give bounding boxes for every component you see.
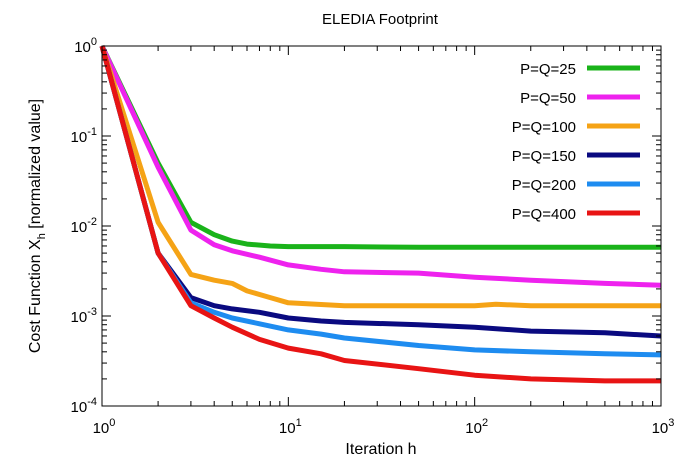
y-tick-label-2: 10-2 bbox=[71, 216, 97, 236]
ticks-layer: 100 101 102 103 100 10-1 10-2 10-3 10-4 bbox=[71, 36, 675, 437]
series-line-3 bbox=[99, 45, 661, 309]
x-tick-label-3: 103 bbox=[652, 417, 675, 437]
series-line-4 bbox=[99, 45, 662, 339]
series-line-1 bbox=[99, 44, 661, 250]
legend-label-3: P=Q=100 bbox=[512, 119, 576, 136]
legend-label-1: P=Q=25 bbox=[520, 61, 576, 78]
x-tick-label-1: 101 bbox=[279, 417, 302, 437]
chart-title: ELEDIA Footprint bbox=[322, 11, 439, 28]
series-line-5 bbox=[99, 45, 662, 358]
legend-label-2: P=Q=50 bbox=[520, 90, 576, 107]
x-tick-label-2: 102 bbox=[465, 417, 488, 437]
x-tick-label-0: 100 bbox=[93, 417, 116, 437]
legend-label-5: P=Q=200 bbox=[512, 177, 576, 194]
legend-label-6: P=Q=400 bbox=[512, 206, 576, 223]
series-line-6 bbox=[99, 45, 661, 384]
y-tick-label-4: 10-4 bbox=[71, 396, 97, 416]
x-axis-label: Iteration h bbox=[345, 441, 416, 458]
y-tick-label-3: 10-3 bbox=[71, 306, 97, 326]
y-tick-label-1: 10-1 bbox=[71, 126, 97, 146]
legend: P=Q=25 P=Q=50 P=Q=100 P=Q=150 P=Q=200 P=Q=400 bbox=[512, 61, 640, 223]
y-tick-label-0: 100 bbox=[74, 36, 97, 56]
series-layer bbox=[99, 44, 662, 384]
series-line-2 bbox=[99, 44, 662, 288]
y-axis-label: Cost Function Xh [normalized value] bbox=[27, 99, 48, 353]
legend-label-4: P=Q=150 bbox=[512, 148, 576, 165]
